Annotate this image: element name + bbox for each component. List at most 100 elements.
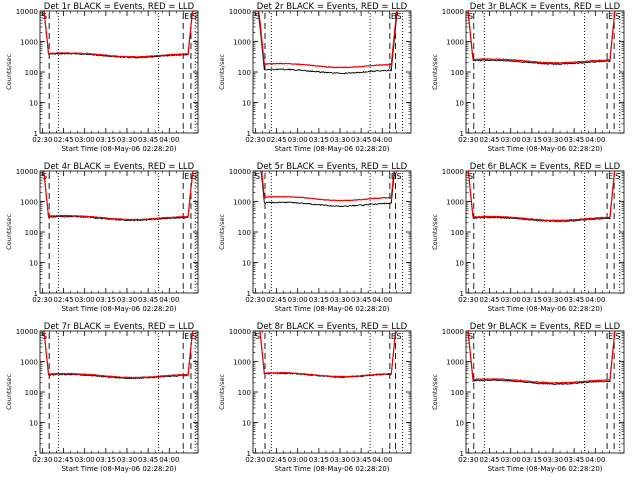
corner-label-end: E — [184, 12, 189, 21]
events-series-line — [40, 331, 198, 380]
x-tick-label: 03:00 — [501, 456, 521, 464]
corner-label-start-2: S — [615, 12, 620, 21]
y-tick-label: 1 — [247, 290, 251, 298]
x-tick-label: 03:30 — [117, 296, 137, 304]
y-tick-label: 10 — [29, 420, 38, 428]
y-tick-label: 1 — [247, 130, 251, 138]
x-tick-label: 03:00 — [75, 296, 95, 304]
y-tick-label: 1000 — [20, 359, 38, 367]
x-tick-label: 04:00 — [159, 296, 179, 304]
corner-label-end: E — [184, 172, 189, 181]
y-tick-label: 1000 — [233, 199, 251, 207]
x-axis-label: Start Time (08-May-06 02:28:20) — [274, 305, 389, 313]
corner-label-start: S — [468, 172, 473, 181]
x-tick-label: 04:00 — [159, 456, 179, 464]
y-axis-label: Counts/sec — [218, 214, 226, 250]
y-axis-label: Counts/sec — [218, 54, 226, 90]
corner-label-end: E — [391, 12, 396, 21]
x-tick-label: 02:45 — [479, 296, 499, 304]
y-tick-label: 100 — [25, 229, 38, 237]
y-tick-label: 10000 — [16, 328, 38, 336]
x-tick-label: 03:45 — [564, 136, 584, 144]
x-tick-label: 02:45 — [266, 456, 286, 464]
y-tick-label: 10000 — [442, 328, 464, 336]
corner-label-start: S — [468, 12, 473, 21]
x-axis-label: Start Time (08-May-06 02:28:20) — [487, 145, 602, 153]
corner-label-end: E — [608, 332, 613, 341]
y-tick-label: 1000 — [446, 39, 464, 47]
x-axis-label: Start Time (08-May-06 02:28:20) — [61, 465, 176, 473]
events-series-line — [253, 171, 411, 208]
plot-title: Det 8r BLACK = Events, RED = LLD — [257, 322, 408, 332]
x-tick-label: 02:30 — [245, 456, 265, 464]
x-tick-label: 03:15 — [96, 456, 116, 464]
corner-label-start-2: S — [615, 332, 620, 341]
y-tick-label: 1 — [34, 130, 38, 138]
x-tick-label: 04:00 — [372, 456, 392, 464]
y-tick-label: 10 — [29, 260, 38, 268]
y-axis-label: Counts/sec — [5, 374, 13, 410]
y-tick-label: 1000 — [446, 359, 464, 367]
y-tick-label: 10 — [455, 100, 464, 108]
plot-title: Det 2r BLACK = Events, RED = LLD — [257, 2, 408, 12]
corner-label-start-2: S — [396, 332, 401, 341]
x-tick-label: 03:00 — [288, 456, 308, 464]
corner-label-end: E — [608, 172, 613, 181]
y-axis-label: Counts/sec — [431, 214, 439, 250]
lld-series-line — [466, 11, 624, 64]
plot-title: Det 1r BLACK = Events, RED = LLD — [44, 2, 195, 12]
plot-title: Det 7r BLACK = Events, RED = LLD — [44, 322, 195, 332]
y-tick-label: 10 — [242, 260, 251, 268]
plot-frame — [465, 10, 625, 134]
detector-plot-6: Det 6r BLACK = Events, RED = LLD Counts/s… — [431, 162, 625, 313]
x-axis-label: Start Time (08-May-06 02:28:20) — [274, 465, 389, 473]
y-axis-label: Counts/sec — [431, 374, 439, 410]
x-tick-label: 03:30 — [330, 456, 350, 464]
x-tick-label: 03:45 — [564, 296, 584, 304]
x-tick-label: 03:30 — [543, 136, 563, 144]
detector-plot-4: Det 4r BLACK = Events, RED = LLD Counts/s… — [5, 162, 199, 313]
x-axis-label: Start Time (08-May-06 02:28:20) — [487, 465, 602, 473]
y-tick-label: 1 — [460, 450, 464, 458]
corner-label-end: E — [391, 332, 396, 341]
detector-plot-1: Det 1r BLACK = Events, RED = LLD Counts/s… — [5, 2, 199, 153]
y-tick-label: 10 — [455, 420, 464, 428]
y-tick-label: 100 — [451, 389, 464, 397]
x-tick-label: 03:15 — [309, 456, 329, 464]
plot-frame — [465, 170, 625, 294]
y-tick-label: 100 — [451, 69, 464, 77]
x-tick-label: 04:00 — [159, 136, 179, 144]
plot-title: Det 5r BLACK = Events, RED = LLD — [257, 162, 408, 172]
corner-label-start-2: S — [396, 12, 401, 21]
x-tick-label: 02:45 — [266, 296, 286, 304]
events-series-line — [466, 171, 624, 223]
y-axis-label: Counts/sec — [5, 54, 13, 90]
corner-label-start: S — [255, 172, 260, 181]
y-tick-label: 10000 — [16, 8, 38, 16]
y-tick-label: 10000 — [229, 328, 251, 336]
x-tick-label: 02:30 — [32, 136, 52, 144]
x-tick-label: 04:00 — [585, 456, 605, 464]
lld-series-line — [253, 171, 411, 202]
y-tick-label: 1 — [34, 450, 38, 458]
x-tick-label: 02:30 — [458, 296, 478, 304]
y-tick-label: 1 — [460, 130, 464, 138]
plot-frame — [39, 170, 199, 294]
y-tick-label: 1 — [247, 450, 251, 458]
x-tick-label: 03:00 — [75, 136, 95, 144]
x-axis-label: Start Time (08-May-06 02:28:20) — [61, 145, 176, 153]
x-tick-label: 03:30 — [117, 136, 137, 144]
x-tick-label: 03:00 — [288, 136, 308, 144]
x-tick-label: 02:45 — [479, 136, 499, 144]
plot-title: Det 6r BLACK = Events, RED = LLD — [470, 162, 621, 172]
x-tick-label: 02:30 — [32, 296, 52, 304]
plot-frame — [465, 330, 625, 454]
events-series-line — [253, 11, 411, 75]
x-tick-label: 02:30 — [245, 136, 265, 144]
x-tick-label: 02:45 — [266, 136, 286, 144]
events-series-line — [40, 171, 198, 222]
y-tick-label: 100 — [238, 69, 251, 77]
x-tick-label: 03:30 — [543, 296, 563, 304]
y-tick-label: 10000 — [229, 168, 251, 176]
